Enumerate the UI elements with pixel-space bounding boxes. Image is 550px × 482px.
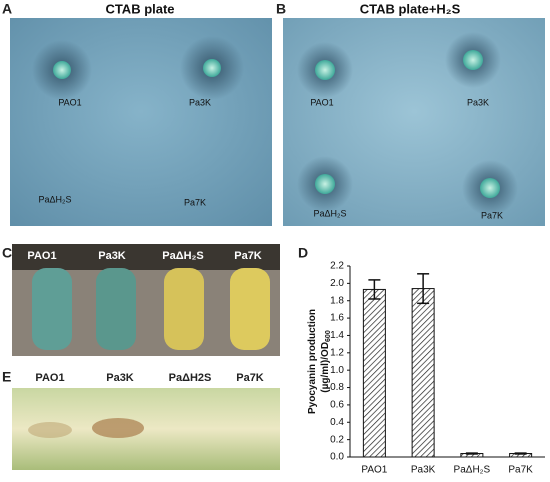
x-tick-label: Pa7K <box>508 465 533 476</box>
error-bar <box>417 273 430 305</box>
strain-label: Pa7K <box>234 250 262 262</box>
y-axis-label: Pyocyanin production (µg/ml)/OD600 <box>307 309 332 414</box>
strain-label: Pa7K <box>184 197 206 207</box>
strain-label: PaΔH₂S <box>162 250 204 262</box>
colony <box>315 60 335 80</box>
colony <box>315 174 335 194</box>
y-tick-label: 1.4 <box>330 330 344 341</box>
panel-letter: D <box>298 245 308 261</box>
x-tick-label: Pa3K <box>411 465 436 476</box>
strain-label: PAO1 <box>310 97 333 107</box>
bar <box>411 288 435 458</box>
strain-label: Pa3K <box>467 97 489 107</box>
y-tick-label: 1.0 <box>330 365 344 376</box>
bar <box>362 288 386 458</box>
x-tick-label: PAO1 <box>361 465 387 476</box>
y-tick-label: 1.2 <box>330 347 344 358</box>
tube <box>164 268 204 350</box>
panel-title: CTAB plate+H₂S <box>360 1 461 16</box>
strain-label: PAO1 <box>27 250 56 262</box>
x-tick-label: PaΔH₂S <box>454 465 491 476</box>
error-bar <box>368 279 381 300</box>
colony <box>463 50 483 70</box>
strain-label: Pa7K <box>481 210 503 220</box>
colony <box>53 61 71 79</box>
panel-letter: A <box>2 1 12 17</box>
strain-label: PaΔH₂S <box>38 194 71 204</box>
strain-label: PAO1 <box>58 97 81 107</box>
error-bar <box>514 452 527 455</box>
strain-label: PaΔH2S <box>169 372 212 384</box>
bar-chart: 0.0 0.2 0.4 0.6 0.8 1.0 1.2 1.4 1.6 1.8 2.0 2.2 Pyoc… <box>307 261 545 476</box>
strain-label: Pa3K <box>98 250 126 262</box>
y-tick-label: 0.2 <box>330 434 344 445</box>
y-axis-label-line: Pyocyanin production <box>307 309 318 414</box>
strain-label: Pa3K <box>106 372 134 384</box>
y-tick-label: 1.8 <box>330 295 344 306</box>
strain-label: PaΔH₂S <box>313 208 346 218</box>
error-bar <box>465 452 478 455</box>
panel-letter: B <box>276 1 286 17</box>
y-tick-label: 1.6 <box>330 313 344 324</box>
strain-label: PAO1 <box>35 372 64 384</box>
y-axis-label-subscript: 600 <box>325 330 332 342</box>
y-tick-label: 2.0 <box>330 278 344 289</box>
colony <box>480 178 500 198</box>
strain-label: Pa3K <box>189 97 211 107</box>
colony <box>203 59 221 77</box>
tube <box>32 268 72 350</box>
panel-title: CTAB plate <box>105 1 174 16</box>
lesion <box>28 422 72 438</box>
tube <box>96 268 136 350</box>
y-tick-label: 0.4 <box>330 417 344 428</box>
y-tick-label: 0.0 <box>330 452 344 463</box>
y-axis-label-line: (µg/ml)/OD <box>320 342 331 393</box>
y-tick-label: 2.2 <box>330 261 344 272</box>
panel-letter: E <box>2 369 11 385</box>
y-tick-label: 0.6 <box>330 400 344 411</box>
lesion <box>92 418 144 438</box>
panel-letter: C <box>2 245 12 261</box>
tube <box>230 268 270 350</box>
strain-label: Pa7K <box>236 372 264 384</box>
y-tick-label: 0.8 <box>330 382 344 393</box>
